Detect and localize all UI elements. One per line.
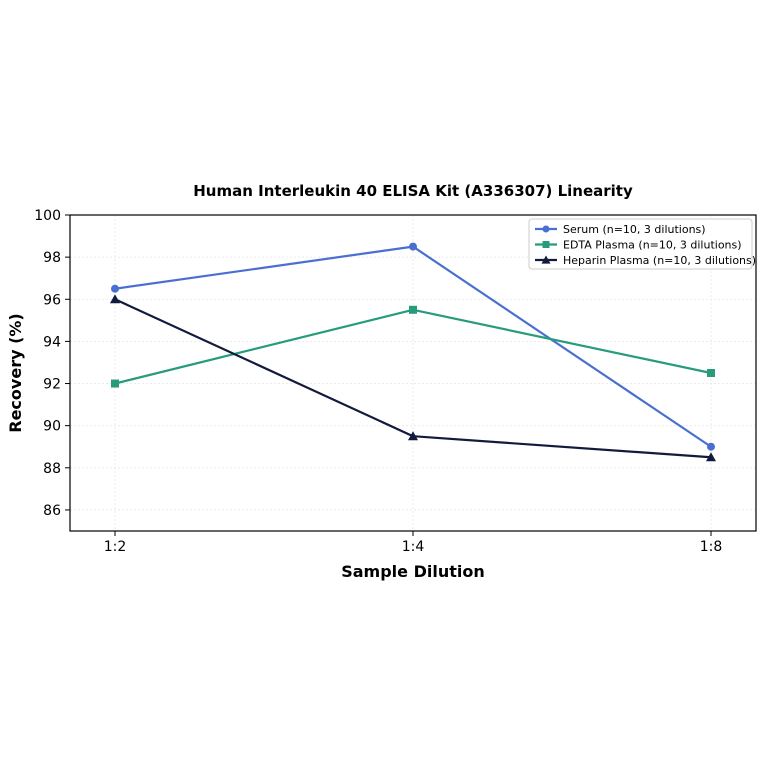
y-tick-label: 94 [43,334,61,350]
data-point [409,305,417,314]
series-1 [111,242,715,451]
x-tick-label: 1:2 [104,539,127,555]
series-2 [111,305,715,388]
legend-item: Serum (n=10, 3 dilutions) [535,223,706,236]
data-point [111,379,119,388]
y-axis-label: Recovery (%) [6,313,25,432]
legend-label: Serum (n=10, 3 dilutions) [563,223,706,236]
data-point [408,431,418,441]
data-point [707,369,715,377]
x-tick-label: 1:8 [700,539,723,555]
x-axis-label: Sample Dilution [341,562,485,581]
data-point [706,452,716,462]
y-tick-label: 100 [34,208,61,224]
data-point [409,242,417,251]
y-tick-label: 92 [43,377,61,393]
series-3 [110,294,716,462]
data-point [111,284,119,293]
data-point [707,442,715,451]
y-tick-label: 90 [43,419,61,435]
data-point [542,241,550,248]
chart-title: Human Interleukin 40 ELISA Kit (A336307)… [193,182,633,200]
legend-label: Heparin Plasma (n=10, 3 dilutions) [563,254,756,267]
y-tick-label: 88 [43,461,61,477]
legend-item: Heparin Plasma (n=10, 3 dilutions) [535,254,756,267]
data-point [542,225,550,233]
y-tick-label: 98 [43,250,61,266]
y-tick-label: 86 [43,503,61,519]
legend-box [528,218,753,270]
series-layer [110,242,716,462]
y-tick-label: 96 [43,292,61,308]
legend-label: EDTA Plasma (n=10, 3 dilutions) [563,239,742,252]
data-point [110,294,120,304]
data-point [541,255,551,264]
axis-ticks: 86 88 90 92 94 96 98 100 1:2 1:4 1:8 [34,208,722,555]
x-tick-label: 1:4 [402,539,425,555]
legend: Serum (n=10, 3 dilutions) EDTA Plasma (n=… [528,218,756,270]
legend-item: EDTA Plasma (n=10, 3 dilutions) [535,239,742,252]
